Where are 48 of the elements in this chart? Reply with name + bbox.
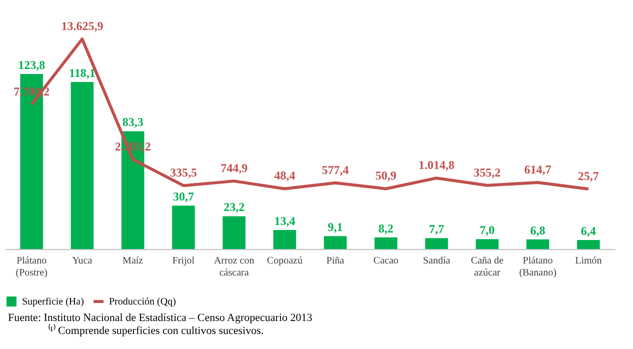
- x-tick-label: Caña de azúcar: [470, 256, 504, 278]
- x-tick-label: Maíz: [122, 256, 144, 266]
- data-label: 123,8: [18, 58, 46, 72]
- source-note: Fuente: Instituto Nacional de Estadística – Censo Agropecuario 2013: [8, 312, 314, 324]
- data-label: 335,5: [170, 166, 197, 180]
- x-tick-label: Copoazú: [266, 256, 302, 266]
- data-label: 6,4: [580, 224, 596, 238]
- data-label: 50,9: [375, 168, 396, 183]
- x-tick-label: Limón: [575, 256, 602, 266]
- data-label: 1.014,8: [418, 158, 455, 172]
- bar: [374, 237, 398, 249]
- bar: [222, 216, 246, 249]
- data-label: 25,7: [578, 169, 599, 183]
- bar: [324, 236, 347, 249]
- data-label: 83,3: [122, 115, 144, 130]
- data-label: 744,9: [220, 161, 248, 176]
- data-label: 9,1: [328, 220, 343, 234]
- data-label: 355,2: [474, 165, 501, 180]
- legend-label: Superficie (Ha): [22, 296, 84, 308]
- data-label: 13,4: [274, 214, 296, 228]
- bar: [425, 238, 448, 249]
- data-label: 118,1: [69, 66, 96, 80]
- x-tick-label: Frijol: [172, 256, 195, 266]
- data-label: 7,0: [480, 223, 495, 238]
- x-tick-label: Plátano (Banano): [519, 256, 556, 278]
- bar: [476, 239, 499, 249]
- data-label: 614,7: [524, 162, 552, 177]
- x-tick-label: Plátano (Postre): [16, 256, 48, 278]
- text: ⁽¹⁾ Comprende superficies con cultivos sucesivos.: [47, 325, 265, 338]
- x-tick-label: Arroz con cáscara: [214, 256, 254, 278]
- x-tick-label: Piña: [326, 256, 345, 266]
- data-label: 13.625,9: [61, 19, 104, 33]
- data-label: 6,8: [530, 223, 546, 238]
- data-label: 7,7: [429, 222, 444, 236]
- x-tick-label: Cacao: [373, 256, 398, 266]
- data-label: 23,2: [224, 200, 245, 214]
- legend-label: Producción (Qq): [109, 296, 176, 308]
- x-tick-label: Yuca: [72, 256, 93, 266]
- data-label: 30,7: [172, 190, 194, 204]
- bar: [172, 206, 195, 249]
- bar: [577, 240, 600, 249]
- bar: [70, 82, 94, 249]
- data-label: 577,4: [322, 162, 349, 177]
- x-tick-label: Sandía: [422, 256, 451, 266]
- bar: [273, 230, 296, 249]
- bar: [526, 239, 550, 249]
- data-label: 8,2: [378, 221, 394, 236]
- data-label: 48,4: [274, 168, 296, 183]
